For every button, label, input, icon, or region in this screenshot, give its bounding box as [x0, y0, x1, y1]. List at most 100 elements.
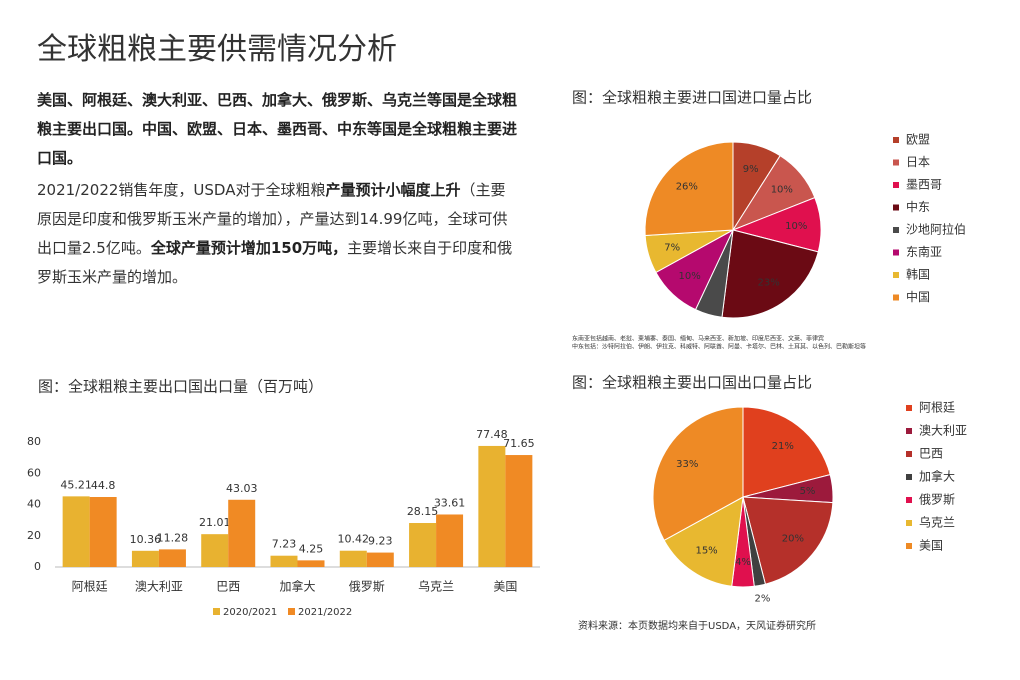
data-label: 9.23: [368, 535, 393, 548]
pie-slice: [663, 496, 744, 587]
x-tick-label: 乌克兰: [418, 579, 454, 594]
source: 资料来源：本页数据均来自于USDA，天风证券研究所: [578, 619, 816, 632]
data-label: 4%: [735, 557, 751, 568]
bar: [478, 445, 506, 567]
legend-label: 乌克兰: [919, 515, 955, 530]
legend-swatch: [893, 159, 899, 166]
legend-swatch: [893, 227, 899, 233]
note: 东南亚包括越南、老挝、柬埔寨、泰国、缅甸、马来西亚、新加坡、印度尼西亚、文莱、菲…: [572, 335, 824, 343]
y-tick-label: 0: [34, 560, 41, 573]
data-label: 2%: [754, 594, 770, 605]
data-label: 43.03: [226, 482, 258, 495]
legend-swatch: [906, 543, 912, 549]
legend-label: 2020/2021: [223, 607, 277, 618]
data-label: 26%: [676, 182, 698, 193]
legend-label: 日本: [906, 155, 930, 169]
x-tick-label: 俄罗斯: [349, 580, 385, 594]
data-label: 33%: [676, 459, 698, 470]
legend-label: 俄罗斯: [919, 493, 955, 507]
legend-swatch: [906, 520, 912, 526]
legend-swatch: [893, 137, 899, 143]
pie-slice: [742, 406, 831, 498]
data-label: 10%: [679, 271, 701, 282]
data-label: 15%: [695, 546, 717, 557]
legend-swatch: [893, 249, 899, 256]
x-tick-label: 巴西: [216, 580, 240, 594]
bar: [366, 552, 394, 567]
bar: [131, 550, 159, 567]
data-label: 10%: [771, 185, 793, 196]
data-label: 7.23: [272, 538, 297, 551]
text-run: 产量预计小幅度上升: [325, 181, 461, 199]
x-tick-label: 阿根廷: [72, 580, 108, 594]
text-run: 主要增长来自于印度和俄罗斯玉米产量的增加。: [37, 239, 513, 286]
legend-label: 中国: [906, 289, 930, 304]
pie-slice: [742, 496, 834, 585]
y-tick-label: 40: [27, 498, 41, 511]
data-label: 21.01: [199, 516, 231, 529]
legend-swatch: [906, 405, 912, 411]
y-tick-label: 60: [27, 466, 41, 479]
data-label: 33.61: [434, 496, 466, 509]
bar: [409, 523, 437, 567]
legend-swatch: [893, 294, 899, 301]
summary: 美国、阿根廷、澳大利亚、巴西、加拿大、俄罗斯、乌克兰等国是全球粗粮主要出口国。中…: [37, 91, 518, 167]
analysis: 2021/2022销售年度，USDA对于全球粗粮产量预计小幅度上升（主要原因是印…: [37, 176, 519, 292]
bar: [158, 549, 186, 567]
data-label: 28.15: [407, 505, 439, 518]
data-label: 45.21: [60, 478, 92, 491]
legend-swatch: [213, 608, 220, 615]
data-label: 44.8: [91, 479, 116, 492]
data-label: 4.25: [299, 542, 324, 555]
data-label: 20%: [782, 533, 804, 544]
y-tick-label: 80: [27, 435, 41, 448]
data-label: 10.36: [130, 533, 162, 546]
text-run: （主要原因是印度和俄罗斯玉米产量的增加），产量达到14.99亿吨，全球可供出口量…: [37, 181, 508, 257]
legend-label: 巴西: [919, 447, 943, 461]
x-tick-label: 加拿大: [279, 579, 315, 594]
legend-label: 东南亚: [906, 244, 942, 259]
legend-swatch: [906, 451, 912, 457]
legend-label: 墨西哥: [906, 178, 942, 192]
data-label: 9%: [743, 164, 759, 175]
legend-swatch: [288, 608, 295, 615]
text-run: 全球产量预计增加150万吨，: [150, 239, 348, 257]
data-label: 7%: [664, 243, 680, 254]
legend-label: 中东: [906, 199, 930, 214]
chart-title: 图：全球粗粮主要出口国出口量（百万吨）: [38, 378, 323, 396]
bar: [89, 497, 117, 567]
data-label: 10.42: [338, 533, 370, 546]
legend-swatch: [893, 182, 899, 188]
pie-slice: [721, 229, 819, 319]
data-label: 5%: [800, 486, 816, 497]
bar: [62, 496, 90, 567]
legend-label: 阿根廷: [919, 401, 955, 415]
legend-swatch: [906, 428, 912, 434]
bar: [228, 499, 256, 567]
bar: [505, 455, 533, 567]
note: 中东包括：沙特阿拉伯、伊朗、伊拉克、科威特、阿联酋、阿曼、卡塔尔、巴林、土耳其、…: [572, 343, 866, 351]
page-title: 全球粗粮主要供需情况分析: [37, 32, 397, 67]
text-run: 2021/2022销售年度，USDA对于全球粗粮: [37, 181, 326, 199]
data-label: 10%: [785, 221, 807, 232]
legend-swatch: [893, 204, 899, 211]
bar: [201, 534, 229, 567]
data-label: 77.48: [476, 428, 508, 441]
bar: [339, 550, 367, 567]
legend-label: 韩国: [906, 267, 930, 282]
data-label: 21%: [772, 441, 794, 452]
bar: [436, 514, 464, 567]
data-label: 11.28: [157, 531, 189, 544]
legend-label: 沙地阿拉伯: [906, 222, 966, 237]
chart-title: 图：全球粗粮主要进口国进口量占比: [572, 89, 812, 107]
legend-swatch: [906, 497, 912, 503]
x-tick-label: 澳大利亚: [135, 580, 183, 594]
legend-swatch: [906, 474, 912, 480]
legend-label: 澳大利亚: [919, 424, 967, 438]
legend-label: 加拿大: [919, 469, 955, 484]
y-tick-label: 20: [27, 529, 41, 542]
legend-swatch: [893, 272, 899, 278]
data-label: 23%: [757, 277, 779, 288]
